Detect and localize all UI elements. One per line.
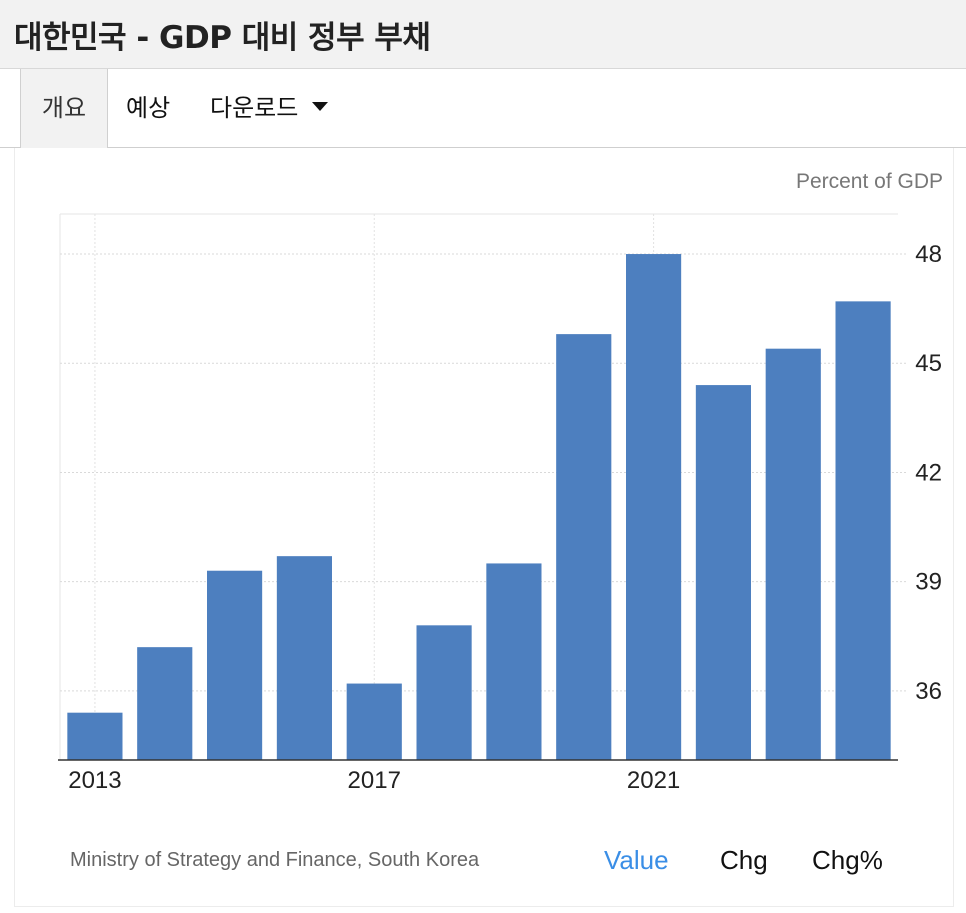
tab-forecast[interactable]: 예상 [126,94,171,122]
bar [416,625,472,760]
bar [137,647,193,760]
chart-panel [14,148,954,907]
bar [695,385,752,760]
chart-bars [67,254,891,761]
y-tick-label: 45 [915,350,942,377]
bar [206,570,263,760]
page-header: 대한민국 - GDP 대비 정부 부채 [0,0,966,69]
x-tick-label: 2017 [348,767,401,794]
tab-bar: 개요 예상 다운로드 [0,69,966,148]
bar [67,712,123,760]
tab-download-label: 다운로드 [210,94,299,122]
y-tick-label: 36 [915,678,942,705]
chart-grid [59,213,906,760]
bar [486,563,542,760]
bar [346,683,402,760]
y-tick-label: 42 [915,459,942,486]
y-tick-label: 39 [915,569,942,596]
chart-axes: 36 39 42 45 48 2013 2017 2021 [58,241,942,794]
bar [276,556,333,760]
value-tab[interactable]: Value [604,845,669,875]
chg-pct-tab[interactable]: Chg% [812,845,883,875]
bar [765,348,821,760]
tab-download[interactable]: 다운로드 [210,69,329,147]
y-tick-label: 48 [915,241,942,268]
caret-down-icon [312,101,329,111]
x-tick-label: 2021 [627,767,680,794]
x-tick-label: 2013 [68,767,121,794]
chg-tab[interactable]: Chg [720,845,768,875]
tab-overview[interactable]: 개요 [20,69,108,148]
bar-chart: 36 39 42 45 48 2013 2017 2021 Percent of GDP [58,170,943,794]
bar [835,301,891,760]
bar [625,254,682,761]
unit-label: Percent of GDP [796,170,943,193]
bar [556,334,612,760]
page-title: 대한민국 - GDP 대비 정부 부채 [14,20,431,56]
source-label: Ministry of Strategy and Finance, South … [70,849,480,871]
